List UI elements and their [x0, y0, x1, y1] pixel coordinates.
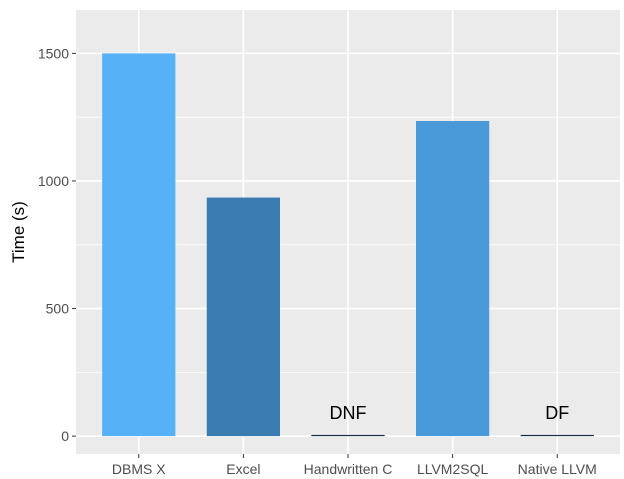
y-tick-label: 500 [46, 301, 70, 317]
x-tick-label: DBMS X [112, 461, 166, 477]
bar-annotation: DF [545, 403, 569, 423]
y-tick-label: 1500 [38, 45, 69, 61]
x-tick-label: Handwritten C [304, 461, 393, 477]
bar-annotations: DNF DF [330, 403, 570, 423]
bar [206, 197, 280, 437]
y-axis-title: Time (s) [9, 201, 28, 263]
bar [102, 53, 176, 437]
bar [416, 121, 490, 437]
x-tick-label: Excel [226, 461, 260, 477]
x-tick-label: LLVM2SQL [417, 461, 489, 477]
bars-group [102, 53, 594, 437]
x-tick-label: Native LLVM [518, 461, 597, 477]
bar [520, 434, 594, 437]
bar-annotation: DNF [330, 403, 367, 423]
y-axis: 0 500 1000 1500 [38, 45, 76, 444]
y-tick-label: 0 [61, 428, 69, 444]
bar [311, 434, 385, 437]
y-tick-label: 1000 [38, 173, 69, 189]
x-axis: DBMS X Excel Handwritten C LLVM2SQL Native L… [112, 454, 597, 477]
